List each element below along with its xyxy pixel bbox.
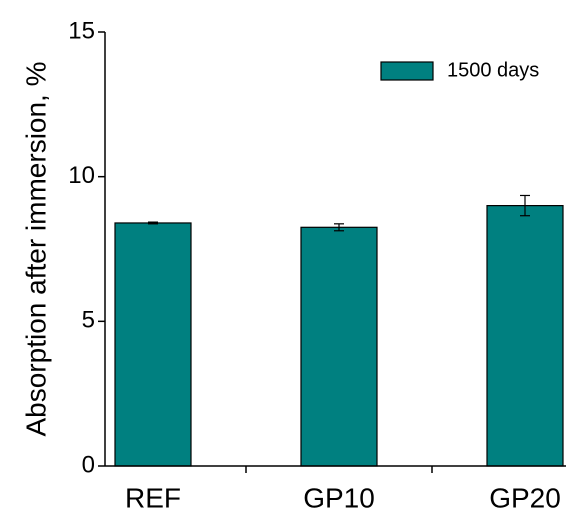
y-tick-label: 5 — [82, 307, 95, 334]
bar — [114, 222, 192, 467]
error-bar — [334, 223, 344, 232]
x-tick-label: GP20 — [489, 482, 561, 513]
bar — [300, 226, 378, 467]
error-bar — [148, 221, 158, 225]
y-tick-label: 15 — [68, 17, 95, 44]
x-tick-label: GP10 — [303, 482, 375, 513]
y-tick-label: 10 — [68, 162, 95, 189]
legend-label: 1500 days — [447, 59, 539, 81]
y-tick-label: 0 — [82, 451, 95, 478]
legend-swatch — [380, 61, 434, 81]
y-axis-label: Absorption after immersion, % — [20, 61, 51, 436]
x-tick-label: REF — [125, 482, 181, 513]
bar — [486, 205, 564, 467]
error-bar — [520, 194, 530, 217]
